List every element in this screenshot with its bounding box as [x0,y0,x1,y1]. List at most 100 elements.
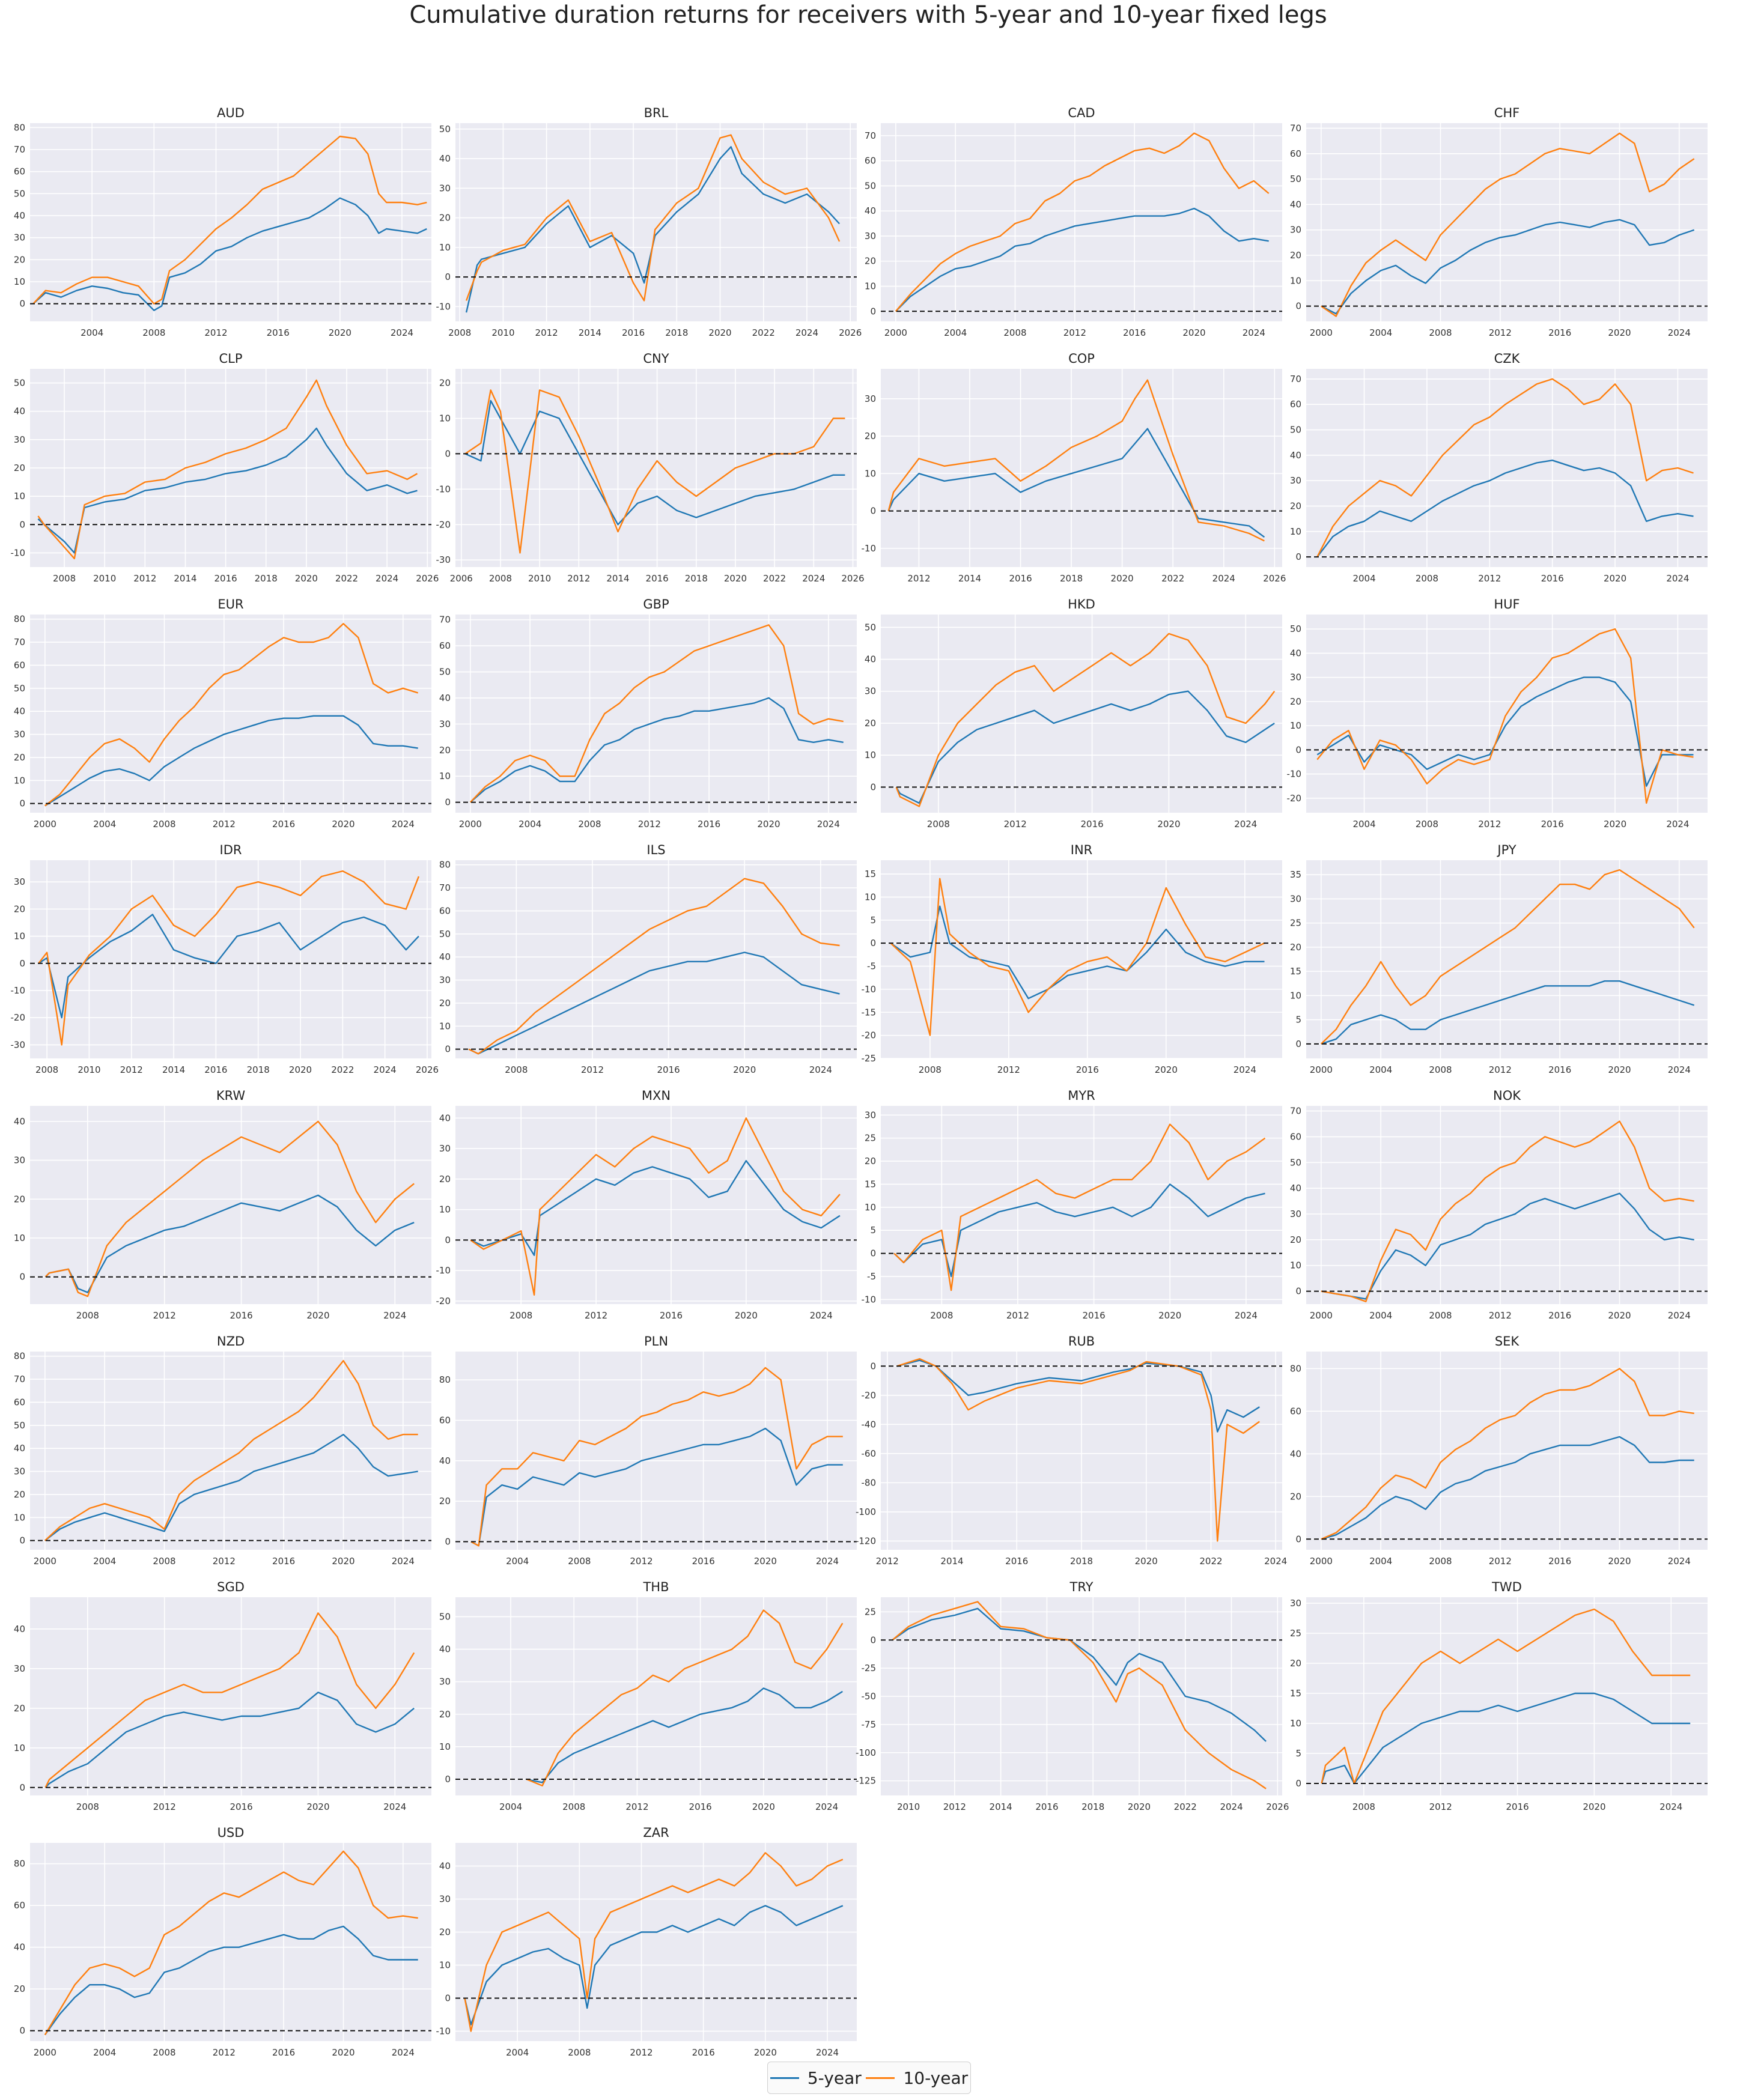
y-tick-label: 10 [1290,720,1301,731]
x-tick-label: 2020 [332,819,354,830]
x-tick-label: 2020 [724,573,747,584]
y-tick-label: -120 [856,1535,876,1546]
y-tick-label: 5 [870,915,876,926]
y-tick-label: -75 [862,1719,877,1730]
y-tick-label: 30 [1290,1209,1301,1219]
x-tick-label: 2016 [698,819,720,830]
x-tick-label: 2012 [204,327,227,338]
y-tick-label: 80 [14,614,25,625]
y-tick-label: 50 [1290,174,1301,184]
x-tick-label: 2008 [927,819,950,830]
y-tick-label: 10 [865,1202,876,1213]
x-tick-label: 2018 [247,1064,270,1075]
x-tick-label: 2016 [272,1556,295,1567]
y-tick-label: 10 [439,1960,451,1971]
x-tick-label: 2020 [1604,573,1626,584]
x-tick-label: 2000 [1310,327,1333,338]
series-line-10-year [892,1601,1267,1789]
y-tick-label: 30 [439,718,451,729]
series-line-10-year [1321,1608,1691,1785]
panel-title: GBP [643,597,669,611]
x-tick-label: 2020 [708,327,731,338]
y-tick-label: -100 [856,1507,876,1517]
series-line-5-year [470,1427,843,1547]
series-line-10-year [1316,378,1694,557]
y-tick-label: 20 [439,1496,451,1507]
panel-title: NZD [217,1334,245,1349]
y-tick-label: 20 [865,1156,876,1167]
y-tick-label: 5 [1295,1748,1301,1759]
y-tick-label: -10 [862,984,877,995]
x-tick-label: 2000 [34,1556,56,1567]
panel-title: RUB [1068,1334,1095,1349]
x-tick-label: 2024 [392,819,415,830]
panel-jpy: 0 5 10 15 20 25 30 35 2000 2004 2008 2012 2016 2020 20… [1290,843,1708,1075]
plot-area [455,123,857,321]
y-tick-label: 0 [1295,744,1301,755]
x-tick-label: 2024 [1264,1556,1287,1567]
x-tick-label: 2004 [1352,819,1375,830]
x-tick-label: 2008 [505,1064,528,1075]
x-tick-label: 2008 [1352,1801,1375,1812]
series-line-5-year [1321,1436,1694,1540]
y-tick-label: -10 [436,1265,451,1276]
y-tick-label: 80 [14,1859,25,1869]
y-tick-label: 25 [865,1133,876,1144]
y-tick-label: 80 [14,1351,25,1362]
y-tick-label: 20 [1290,1491,1301,1502]
x-tick-label: 2016 [1005,1556,1028,1567]
y-tick-label: -40 [862,1419,877,1430]
x-tick-label: 2020 [332,2047,354,2058]
x-tick-label: 2008 [1003,327,1026,338]
plot-area [455,1352,857,1550]
y-tick-label: 20 [439,1174,451,1185]
y-tick-label: -25 [862,1053,877,1064]
x-tick-label: 2006 [450,573,473,584]
series-line-10-year [465,134,841,302]
panel-eur: 0 10 20 30 40 50 60 70 80 2000 2004 2008 2012 2016 202… [14,597,431,830]
x-tick-label: 2008 [1429,1064,1452,1075]
y-tick-label: 40 [1290,450,1301,461]
x-tick-label: 2024 [1243,327,1265,338]
x-tick-label: 2024 [817,819,840,830]
series-line-10-year [470,1117,841,1296]
x-tick-label: 2016 [1541,573,1564,584]
panel-title: AUD [217,106,245,120]
x-tick-label: 2020 [752,1801,775,1812]
y-tick-label: 40 [439,951,451,962]
series-line-10-year [44,623,419,807]
x-tick-label: 2016 [1548,1064,1571,1075]
y-tick-label: 5 [870,1225,876,1236]
x-tick-label: 2026 [416,573,439,584]
x-tick-label: 2016 [1082,1310,1105,1321]
plot-area [455,1106,857,1304]
y-tick-label: 0 [445,1537,451,1547]
y-tick-label: 20 [14,1489,25,1500]
x-tick-label: 2008 [142,327,165,338]
series-line-10-year [464,1852,844,2032]
panel-title: CHF [1494,106,1520,120]
panel-title: TRY [1069,1580,1094,1594]
y-tick-label: 10 [14,491,25,502]
series-line-5-year [470,1160,841,1257]
y-tick-label: 10 [14,775,25,786]
y-tick-label: 0 [19,958,25,969]
y-tick-label: 40 [439,1455,451,1466]
panel-title: MYR [1068,1088,1095,1103]
series-line-5-year [1316,676,1694,787]
x-tick-label: 2010 [93,573,116,584]
x-tick-label: 2008 [153,1556,175,1567]
y-tick-label: 10 [439,1204,451,1215]
x-tick-label: 2012 [1004,819,1027,830]
x-tick-label: 2020 [1604,819,1626,830]
panel-title: MXN [642,1088,671,1103]
x-tick-label: 2022 [1199,1556,1222,1567]
y-tick-label: -10 [862,1294,877,1305]
y-tick-label: 60 [865,156,876,166]
x-tick-label: 2024 [383,1801,406,1812]
y-tick-label: 20 [1290,1658,1301,1669]
panel-sgd: 0 10 20 30 40 2008 2012 2016 2020 2024 SGD [14,1580,431,1812]
y-tick-label: 60 [439,1415,451,1425]
x-tick-label: 2012 [213,2047,236,2058]
x-tick-label: 2004 [93,1556,116,1567]
